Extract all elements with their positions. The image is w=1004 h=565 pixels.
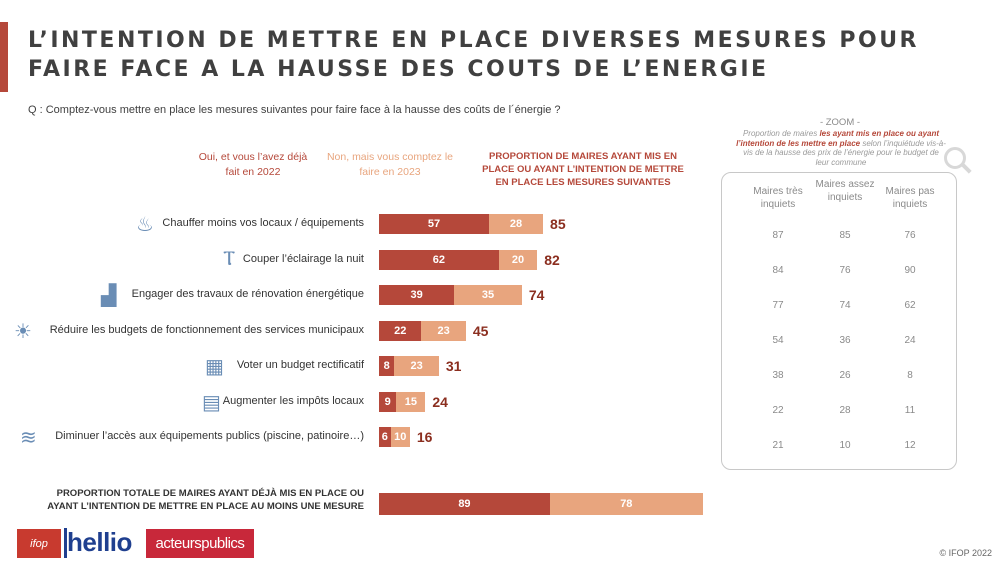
lightbulb-down-icon: ☀ <box>14 320 32 343</box>
tax-icon: ▤ <box>202 391 221 414</box>
zoom-cell: 77 <box>772 300 784 311</box>
legend-no: Non, mais vous comptez le faire en 2023 <box>326 151 454 178</box>
bar-no: 28 <box>489 214 544 234</box>
total-value: 24 <box>432 393 448 410</box>
zoom-column-header: Maires pas inquiets <box>885 186 935 210</box>
zoom-cell: 85 <box>839 230 851 241</box>
bar-no: 15 <box>396 391 426 412</box>
zoom-cell: 8 <box>907 370 913 381</box>
bar-yes: 8 <box>379 356 395 376</box>
ifop-logo: ifop <box>17 529 61 558</box>
category-label: Chauffer moins vos locaux / équipements <box>162 217 364 229</box>
bar-yes: 39 <box>379 285 455 305</box>
pool-icon: ≋ <box>20 427 37 449</box>
category-label: Augmenter les impôts locaux <box>222 394 364 407</box>
zoom-cell: 84 <box>772 265 784 276</box>
legend-yes: Oui, et vous l’avez déjà fait en 2022 <box>198 151 308 178</box>
bar-no: 35 <box>454 285 522 305</box>
radiator-icon: ♨ <box>136 214 154 236</box>
hellio-logo: hellio <box>67 527 132 557</box>
overall-label-line-1: PROPORTION TOTALE DE MAIRES AYANT DÉJÀ M… <box>56 488 364 499</box>
bar-no: 23 <box>421 320 466 341</box>
category-label: Engager des travaux de rénovation énergé… <box>131 288 364 300</box>
zoom-cell: 11 <box>904 405 916 416</box>
title-line-1: L’INTENTION DE METTRE EN PLACE DIVERSES … <box>28 28 919 53</box>
zoom-subtitle-highlight: les ayant mis en place ou ayant l’intent… <box>736 129 940 148</box>
bar-no: 10 <box>390 427 410 447</box>
calculator-icon: ▦ <box>205 356 224 378</box>
building-icon: ▟ <box>101 285 117 307</box>
zoom-title: - ZOOM - <box>819 117 861 128</box>
zoom-cell: 24 <box>904 335 916 346</box>
zoom-table-box <box>721 172 957 470</box>
zoom-cell: 76 <box>904 230 916 241</box>
overall-bar-yes: 89 <box>379 493 550 515</box>
zoom-cell: 36 <box>839 335 851 346</box>
zoom-cell: 54 <box>772 335 784 346</box>
street-lamp-icon: Ⲧ <box>223 247 236 270</box>
magnifier-icon <box>944 147 966 169</box>
bar-yes: 62 <box>379 249 499 270</box>
magnifier-handle <box>960 162 972 174</box>
overall-label-line-2: AYANT L’INTENTION DE METTRE EN PLACE AU … <box>47 501 364 512</box>
page-title: L’INTENTION DE METTRE EN PLACE DIVERSES … <box>28 26 919 84</box>
zoom-cell: 62 <box>904 300 916 311</box>
total-value: 16 <box>416 429 433 445</box>
overall-label: PROPORTION TOTALE DE MAIRES AYANT DÉJÀ M… <box>30 487 364 513</box>
zoom-cell: 87 <box>772 230 784 241</box>
bar-no: 23 <box>394 356 439 376</box>
zoom-column-header: Maires assez inquiets <box>815 179 875 203</box>
zoom-cell: 76 <box>839 265 851 276</box>
total-value: 82 <box>544 251 560 268</box>
overall-bar-no: 78 <box>549 493 703 515</box>
bar-yes: 22 <box>379 320 422 341</box>
category-label: Réduire les budgets de fonctionnement de… <box>49 323 364 336</box>
total-value: 31 <box>445 358 462 374</box>
zoom-subtitle: Proportion de maires les ayant mis en pl… <box>736 129 946 167</box>
bar-yes: 57 <box>379 214 489 234</box>
category-label: Couper l’éclairage la nuit <box>242 252 364 265</box>
accent-bar <box>0 22 8 92</box>
bar-no: 20 <box>498 249 538 270</box>
totals-header: PROPORTION DE MAIRES AYANT MIS EN PLACE … <box>482 151 684 188</box>
zoom-cell: 28 <box>839 405 851 416</box>
zoom-subtitle-pre: Proportion de maires <box>742 129 820 138</box>
zoom-cell: 10 <box>839 440 851 451</box>
hellio-logo-bar <box>64 528 67 558</box>
category-label: Diminuer l’accès aux équipements publics… <box>55 430 364 442</box>
total-value: 74 <box>528 287 545 303</box>
zoom-cell: 12 <box>904 440 916 451</box>
acteurs-publics-logo: acteurspublics <box>146 529 254 558</box>
zoom-cell: 90 <box>904 265 916 276</box>
zoom-subtitle-post: selon l’inquiétude vis-à-vis de la hauss… <box>743 138 946 167</box>
survey-question: Q : Comptez-vous mettre en place les mes… <box>28 104 561 116</box>
zoom-cell: 21 <box>772 440 784 451</box>
category-label: Voter un budget rectificatif <box>236 359 364 371</box>
zoom-cell: 22 <box>772 405 784 416</box>
zoom-cell: 74 <box>839 300 851 311</box>
total-value: 45 <box>472 322 489 339</box>
zoom-cell: 26 <box>839 370 851 381</box>
bar-yes: 6 <box>379 427 391 447</box>
zoom-column-header: Maires très inquiets <box>753 186 803 210</box>
title-line-2: FAIRE FACE A LA HAUSSE DES COUTS DE L’EN… <box>28 57 769 82</box>
total-value: 85 <box>550 216 566 232</box>
bar-yes: 9 <box>379 391 397 412</box>
copyright: © IFOP 2022 <box>939 548 993 558</box>
zoom-cell: 38 <box>772 370 784 381</box>
